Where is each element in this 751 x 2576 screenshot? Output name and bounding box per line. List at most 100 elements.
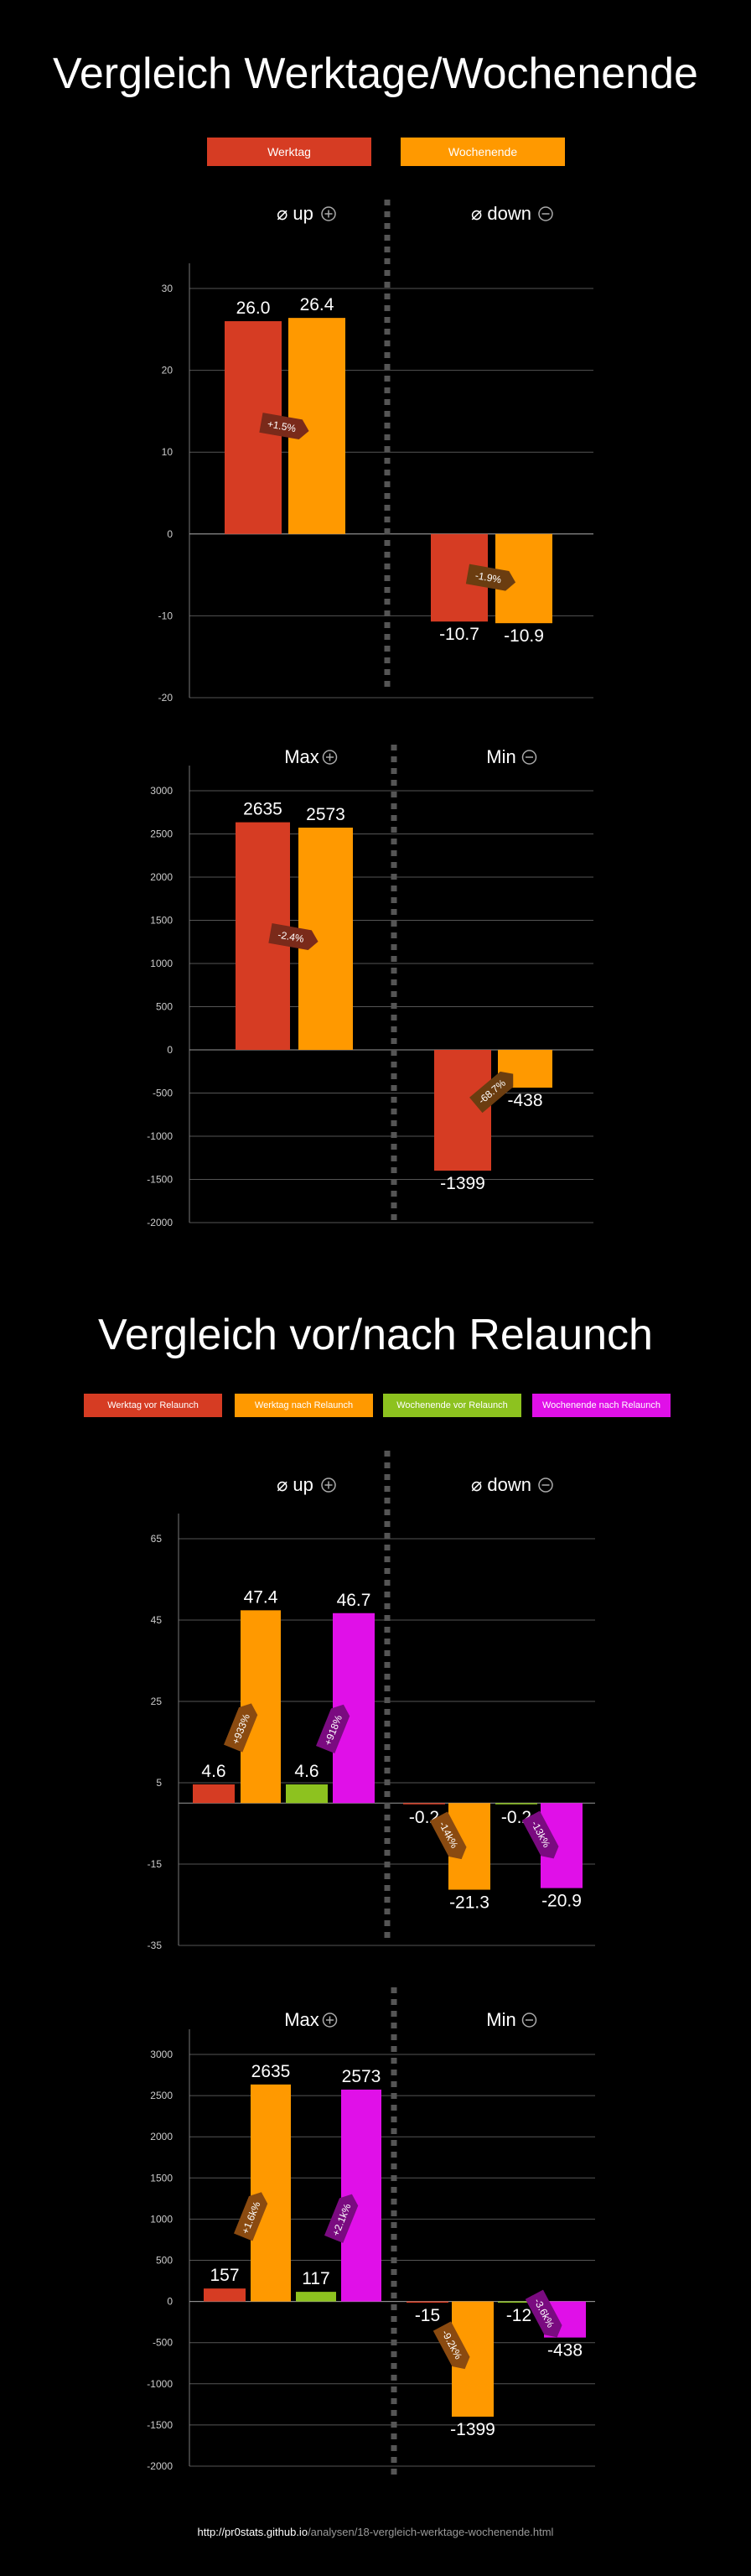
change-arrow-shape xyxy=(429,1811,467,1860)
bar-value-label: -1399 xyxy=(450,2420,495,2439)
footer-path: /analysen/18-vergleich-werktage-wochenen… xyxy=(308,2526,554,2538)
y-tick-label: 1000 xyxy=(150,958,173,969)
minus-circle-icon xyxy=(538,206,553,221)
y-tick-label: -10 xyxy=(158,610,174,621)
y-tick-label: -2000 xyxy=(147,1217,173,1228)
legend-wochenende: Wochenende xyxy=(401,138,565,166)
y-tick-label: -20 xyxy=(158,692,174,704)
y-tick-label: 0 xyxy=(167,1044,173,1056)
y-tick-label: 2000 xyxy=(150,2131,173,2142)
bar-value-label: 26.4 xyxy=(300,295,334,314)
change-arrow: +918% xyxy=(316,1704,350,1754)
bar-value-label: 2573 xyxy=(342,2067,381,2086)
change-arrow-shape xyxy=(234,2192,268,2241)
minus-circle-icon xyxy=(521,750,537,765)
change-arrow: -14k% xyxy=(429,1811,467,1860)
y-tick-label: 65 xyxy=(151,1533,163,1545)
change-label: -2.4% xyxy=(277,929,305,945)
bar-value-label: 4.6 xyxy=(294,1762,319,1781)
y-tick-label: 2500 xyxy=(150,2090,173,2101)
section2-title: Vergleich vor/nach Relaunch xyxy=(98,1311,653,1359)
bar-value-label: -438 xyxy=(507,1091,542,1110)
footer-url[interactable]: http://pr0stats.github.io/analysen/18-ve… xyxy=(0,2526,751,2538)
change-arrow-shape xyxy=(268,923,319,951)
y-tick-label: -1000 xyxy=(147,2378,173,2390)
change-arrow-shape xyxy=(324,2194,359,2243)
bar xyxy=(204,2288,246,2302)
y-tick-label: -500 xyxy=(153,1088,173,1099)
plus-circle-icon xyxy=(322,2012,338,2028)
y-tick-label: 5 xyxy=(156,1777,162,1789)
y-tick-label: 500 xyxy=(156,1001,173,1013)
chart-maxmin-relaunch: 3000 2500 2000 1500 1000 500 0 -500 -1000 -1500 -2… xyxy=(147,1987,595,2479)
legend-werktag-nach: Werktag nach Relaunch xyxy=(235,1394,373,1417)
bar-value-label: -10.7 xyxy=(439,625,479,644)
change-label: -1.9% xyxy=(474,569,503,585)
bar-value-label: 46.7 xyxy=(337,1591,371,1610)
bar-value-label: 4.6 xyxy=(201,1762,225,1781)
change-arrow: -2.4% xyxy=(268,923,319,951)
change-arrow-shape xyxy=(259,413,309,440)
bar-value-label: -1399 xyxy=(440,1174,485,1193)
y-tick-label: 1000 xyxy=(150,2213,173,2225)
y-tick-label: 0 xyxy=(167,2296,173,2308)
group-header-label: Min xyxy=(486,2009,515,2030)
legend-werktag: Werktag xyxy=(207,138,371,166)
y-tick-label: -35 xyxy=(148,1940,163,1951)
minus-circle-icon xyxy=(521,2012,537,2028)
footer-domain: http://pr0stats.github.io xyxy=(197,2526,308,2538)
bar-value-label: -10.9 xyxy=(504,626,544,646)
bar-value-label: 47.4 xyxy=(244,1587,278,1607)
change-arrow-shape xyxy=(432,2321,470,2370)
y-tick-label: 3000 xyxy=(150,2049,173,2060)
y-tick-label: 500 xyxy=(156,2255,173,2267)
group-header-label: ⌀ up xyxy=(277,203,313,224)
change-arrow-shape xyxy=(525,2289,562,2338)
bar xyxy=(341,2089,381,2302)
bar-value-label: 2635 xyxy=(243,800,282,819)
group-header-label: Min xyxy=(486,746,515,767)
change-arrow-shape xyxy=(469,1071,514,1114)
legend-wochenende-vor: Wochenende vor Relaunch xyxy=(383,1394,521,1417)
y-tick-label: -1500 xyxy=(147,1174,173,1186)
bar xyxy=(495,1803,537,1805)
bar-value-label: 2635 xyxy=(251,2062,291,2081)
plus-circle-icon xyxy=(322,750,338,765)
bar-value-label: -438 xyxy=(547,2341,583,2360)
section1-title: Vergleich Werktage/Wochenende xyxy=(53,49,698,98)
bar xyxy=(498,2301,540,2303)
y-tick-label: -500 xyxy=(153,2337,173,2349)
bar xyxy=(403,1803,445,1805)
bar-value-label: -21.3 xyxy=(449,1893,489,1913)
y-tick-label: 25 xyxy=(151,1696,163,1707)
chart-avg-werktag-wochenende: 30 20 10 0 -10 -20 ⌀ up ⌀ down 26.0 -10.7 26.4 -10.… xyxy=(158,200,593,704)
y-tick-label: 20 xyxy=(162,365,174,377)
bar-value-label: -15 xyxy=(415,2306,440,2325)
group-header-label: ⌀ down xyxy=(471,1474,531,1495)
legend-wochenende-nach: Wochenende nach Relaunch xyxy=(532,1394,671,1417)
bar xyxy=(193,1784,235,1804)
y-tick-label: -2000 xyxy=(147,2460,173,2472)
plus-circle-icon xyxy=(321,206,336,221)
bar xyxy=(296,2292,336,2302)
bar xyxy=(251,2084,291,2302)
group-header-label: Max xyxy=(284,2009,319,2030)
bar xyxy=(407,2301,448,2303)
bar-value-label: 157 xyxy=(210,2266,239,2285)
y-tick-label: -1500 xyxy=(147,2419,173,2431)
group-header-label: ⌀ up xyxy=(277,1474,313,1495)
y-tick-label: 0 xyxy=(167,528,173,540)
bar-value-label: 2573 xyxy=(306,805,345,824)
group-header-label: ⌀ down xyxy=(471,203,531,224)
change-arrow-shape xyxy=(316,1704,350,1754)
bar-value-label: -20.9 xyxy=(541,1892,582,1911)
bar-value-label: 117 xyxy=(302,2269,329,2288)
y-tick-label: 3000 xyxy=(150,785,173,797)
y-tick-label: 1500 xyxy=(150,915,173,927)
group-header-label: Max xyxy=(284,746,319,767)
y-tick-label: 45 xyxy=(151,1614,163,1626)
bar-value-label: 26.0 xyxy=(236,299,271,318)
chart-maxmin-werktag-wochenende: 3000 2500 2000 1500 1000 500 0 -500 -1000 -1500 -2… xyxy=(147,745,593,1228)
change-arrow-shape xyxy=(521,1810,559,1859)
y-tick-label: -15 xyxy=(148,1858,163,1870)
